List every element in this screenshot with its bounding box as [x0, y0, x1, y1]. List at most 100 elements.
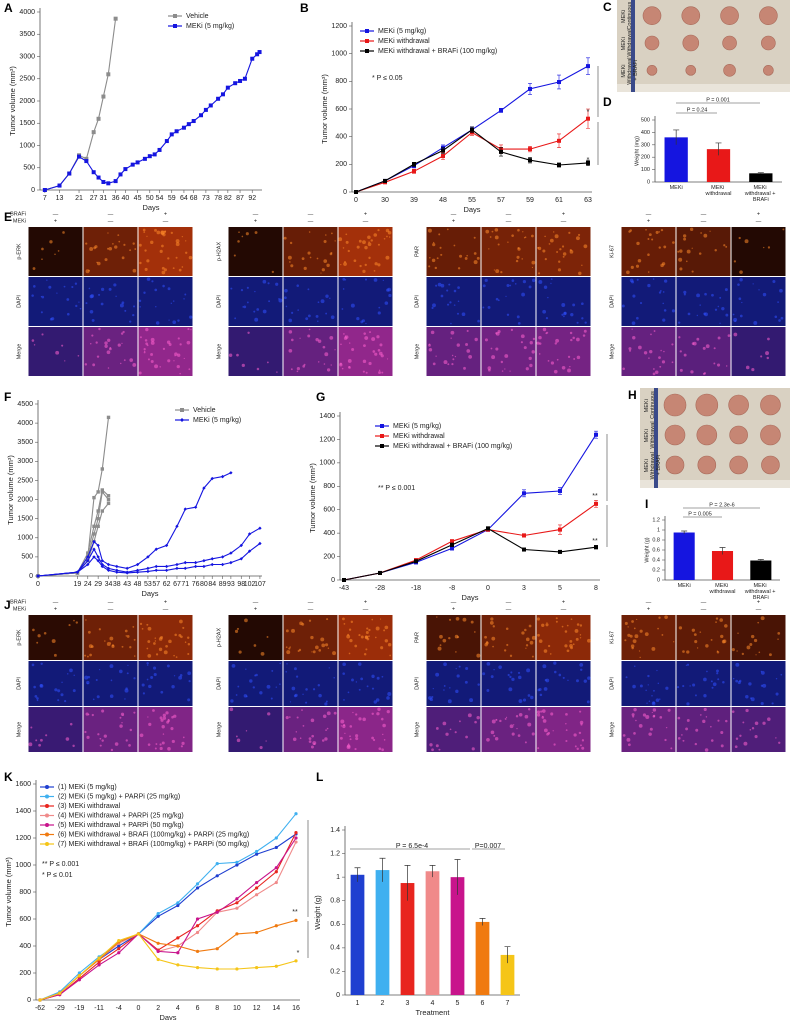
texture-dot: [698, 252, 702, 255]
marker: [86, 555, 90, 559]
texture-dot: [762, 292, 767, 297]
marker: [100, 559, 104, 563]
texture-dot: [129, 358, 134, 362]
texture-dot: [324, 737, 328, 741]
micrograph: [426, 277, 481, 326]
texture-dot: [41, 333, 44, 336]
texture-dot: [235, 735, 238, 738]
texture-dot: [92, 363, 96, 367]
texture-dot: [517, 228, 520, 232]
texture-dot: [161, 244, 164, 248]
texture-dot: [342, 617, 345, 621]
series-line: [37, 488, 109, 577]
texture-dot: [350, 303, 355, 308]
header-sign: —: [163, 606, 169, 612]
texture-dot: [38, 743, 41, 747]
texture-dot: [317, 339, 322, 344]
texture-dot: [145, 327, 149, 332]
micrograph: [83, 661, 138, 706]
marker: [258, 541, 262, 546]
marker: [152, 152, 157, 157]
texture-dot: [484, 338, 488, 342]
texture-dot: [230, 699, 234, 703]
texture-dot: [139, 336, 142, 339]
marker: [215, 862, 219, 866]
texture-dot: [246, 286, 249, 289]
texture-dot: [536, 713, 541, 717]
texture-dot: [378, 306, 381, 309]
texture-dot: [712, 682, 717, 687]
panel-label: A: [4, 1, 13, 15]
texture-dot: [566, 649, 570, 653]
texture-dot: [495, 297, 499, 301]
bar: [350, 874, 365, 995]
texture-dot: [584, 321, 587, 324]
texture-dot: [710, 739, 714, 742]
texture-dot: [750, 697, 755, 702]
texture-dot: [432, 687, 434, 690]
y-tick-label: 2000: [19, 98, 35, 105]
texture-dot: [175, 256, 178, 259]
texture-dot: [266, 636, 269, 638]
y-tick-label: 1400: [319, 413, 335, 420]
texture-dot: [686, 719, 690, 722]
texture-dot: [654, 370, 659, 374]
texture-dot: [31, 663, 35, 667]
micrograph: [228, 661, 283, 706]
texture-dot: [36, 699, 39, 702]
texture-dot: [431, 306, 434, 310]
texture-dot: [178, 675, 183, 680]
texture-dot: [492, 645, 494, 648]
texture-dot: [307, 314, 311, 318]
texture-dot: [75, 621, 79, 624]
texture-dot: [543, 687, 548, 691]
row-label: PAR: [414, 246, 420, 257]
texture-dot: [564, 644, 568, 648]
texture-dot: [686, 249, 691, 254]
texture-dot: [429, 697, 433, 702]
marker: [528, 86, 532, 91]
texture-dot: [142, 692, 145, 695]
micrograph: [676, 327, 731, 376]
y-tick-label: 500: [21, 554, 33, 561]
y-tick-label: 4000: [17, 420, 33, 427]
texture-dot: [133, 655, 136, 657]
x-tick-label: 87: [236, 195, 244, 202]
texture-dot: [454, 634, 459, 639]
marker: [97, 956, 101, 960]
texture-dot: [371, 712, 374, 716]
texture-dot: [371, 736, 374, 740]
texture-dot: [694, 640, 698, 644]
texture-dot: [64, 360, 66, 362]
y-axis-label: Tumor volume (mm³): [6, 455, 15, 525]
x-tick-label: MEKi withdrawal: [705, 185, 732, 197]
texture-dot: [249, 679, 253, 683]
texture-dot: [703, 312, 706, 316]
texture-dot: [144, 249, 147, 252]
header-sign: —: [363, 606, 369, 612]
header-sign: —: [308, 599, 314, 605]
texture-dot: [579, 634, 582, 636]
texture-dot: [147, 640, 151, 644]
texture-dot: [543, 285, 548, 289]
texture-dot: [547, 296, 549, 299]
texture-dot: [521, 631, 525, 635]
texture-dot: [57, 689, 61, 693]
marker: [239, 543, 243, 548]
texture-dot: [572, 336, 575, 340]
texture-dot: [301, 709, 303, 711]
texture-dot: [301, 257, 305, 261]
marker: [216, 96, 221, 101]
x-tick-label: 63: [584, 197, 592, 204]
texture-dot: [633, 627, 636, 630]
texture-dot: [365, 371, 368, 374]
texture-dot: [537, 246, 540, 249]
texture-dot: [382, 279, 384, 282]
texture-dot: [370, 239, 373, 242]
texture-dot: [284, 288, 288, 293]
texture-dot: [124, 309, 127, 312]
texture-dot: [645, 689, 647, 692]
marker: [180, 408, 184, 412]
y-tick-label: 4000: [19, 9, 35, 16]
texture-dot: [254, 317, 259, 322]
